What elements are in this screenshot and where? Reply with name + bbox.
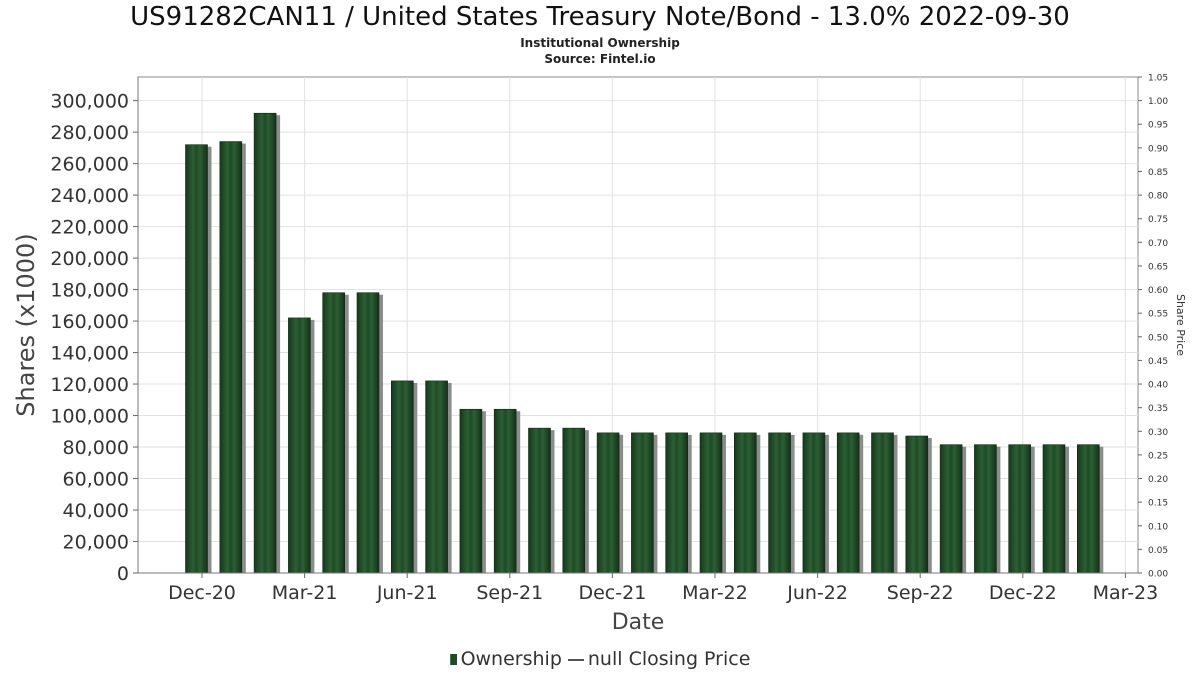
y2-tick-label: 0.55 xyxy=(1148,310,1168,320)
ownership-bar xyxy=(1077,444,1100,574)
x-tick-label: Mar-21 xyxy=(272,582,338,604)
ownership-bar xyxy=(1008,444,1032,574)
ownership-bar xyxy=(493,408,517,574)
closing-price-line-icon xyxy=(567,658,584,661)
ownership-bar xyxy=(390,380,414,574)
y-tick-label: 280,000 xyxy=(50,122,129,144)
bars xyxy=(185,112,1104,574)
ownership-bar xyxy=(665,432,689,574)
y2-tick-label: 0.85 xyxy=(1148,168,1168,178)
ownership-bar xyxy=(939,444,963,574)
y2-tick-label: 0.25 xyxy=(1148,451,1168,461)
x-tick-label: Mar-22 xyxy=(682,582,748,604)
ownership-bar xyxy=(288,317,311,574)
ownership-bar xyxy=(905,435,929,574)
chart-legend: Ownership null Closing Price xyxy=(0,648,1200,670)
y-tick-label: 160,000 xyxy=(50,311,129,333)
y2-tick-label: 0.45 xyxy=(1148,357,1168,367)
y-tick-label: 40,000 xyxy=(63,500,129,522)
y2-tick-label: 0.70 xyxy=(1148,239,1168,249)
ownership-bar xyxy=(836,432,860,574)
y-tick-label: 0 xyxy=(117,563,129,585)
ownership-bar xyxy=(631,432,654,574)
y2-tick-label: 0.15 xyxy=(1148,499,1168,509)
y2-tick-label: 0.05 xyxy=(1148,546,1168,556)
y2-tick-label: 0.65 xyxy=(1148,262,1168,272)
ownership-bar xyxy=(356,292,380,574)
y2-tick-label: 1.00 xyxy=(1148,97,1168,107)
y2-tick-label: 0.40 xyxy=(1148,381,1168,391)
y2-tick-label: 0.75 xyxy=(1148,215,1168,225)
y-tick-label: 300,000 xyxy=(50,91,129,113)
y2-tick-label: 0.35 xyxy=(1148,404,1168,414)
y2-tick-label: 0.90 xyxy=(1148,144,1168,154)
ownership-bar xyxy=(733,432,757,574)
ownership-bar xyxy=(974,444,997,574)
ownership-bar xyxy=(596,432,620,574)
ownership-bar xyxy=(699,432,723,574)
ownership-bar xyxy=(528,427,551,574)
y-tick-label: 60,000 xyxy=(63,469,129,491)
y2-tick-label: 0.95 xyxy=(1148,121,1168,131)
x-tick-label: Sep-22 xyxy=(887,582,954,604)
ownership-bar xyxy=(871,432,894,574)
x-tick-label: Dec-21 xyxy=(578,582,646,604)
ownership-bar xyxy=(425,380,448,574)
legend-ownership: Ownership xyxy=(460,648,562,670)
y2-tick-label: 1.05 xyxy=(1148,74,1168,84)
y2-tick-label: 0.00 xyxy=(1148,570,1168,580)
x-tick-label: Dec-20 xyxy=(168,582,236,604)
ownership-bar xyxy=(459,408,483,574)
y2-tick-label: 0.50 xyxy=(1148,333,1168,343)
ownership-bar xyxy=(253,112,277,574)
ownership-bar xyxy=(185,144,208,574)
y-tick-label: 220,000 xyxy=(50,217,129,239)
ownership-bar xyxy=(562,427,586,574)
x-tick-label: Dec-22 xyxy=(989,582,1057,604)
ownership-swatch-icon xyxy=(449,654,457,665)
y2-tick-label: 0.60 xyxy=(1148,286,1168,296)
legend-closing-price: null Closing Price xyxy=(587,648,751,670)
ownership-bar xyxy=(322,292,346,574)
y-tick-label: 80,000 xyxy=(63,437,129,459)
ownership-bar xyxy=(768,432,791,574)
y-tick-label: 200,000 xyxy=(50,248,129,270)
x-tick-label: Mar-23 xyxy=(1093,582,1159,604)
y-axis-label: Shares (x1000) xyxy=(12,233,40,416)
ownership-bar xyxy=(219,141,243,574)
y-tick-label: 240,000 xyxy=(50,185,129,207)
chart-source: Source: Fintel.io xyxy=(544,52,656,66)
y2-axis-label: Share Price xyxy=(1174,294,1187,356)
x-axis-label: Date xyxy=(612,610,665,635)
y-tick-label: 120,000 xyxy=(50,374,129,396)
axes: 0 20,000 40,000 60,000 80,000 100,000 120,000 1… xyxy=(50,74,1168,605)
chart-subtitle: Institutional Ownership xyxy=(520,36,680,50)
y2-tick-label: 0.80 xyxy=(1148,192,1168,202)
y-tick-label: 180,000 xyxy=(50,280,129,302)
y2-tick-label: 0.20 xyxy=(1148,475,1168,485)
y-tick-label: 140,000 xyxy=(50,343,129,365)
y-tick-label: 100,000 xyxy=(50,406,129,428)
x-tick-label: Jun-21 xyxy=(376,582,438,604)
y2-tick-label: 0.10 xyxy=(1148,522,1168,532)
chart-title: US91282CAN11 / United States Treasury No… xyxy=(130,2,1070,32)
x-tick-label: Jun-22 xyxy=(786,582,848,604)
y2-tick-label: 0.30 xyxy=(1148,428,1168,438)
y-tick-label: 260,000 xyxy=(50,154,129,176)
x-tick-label: Sep-21 xyxy=(476,582,543,604)
ownership-bar xyxy=(1042,444,1066,574)
y-tick-label: 20,000 xyxy=(63,532,129,554)
ownership-bar xyxy=(802,432,826,574)
